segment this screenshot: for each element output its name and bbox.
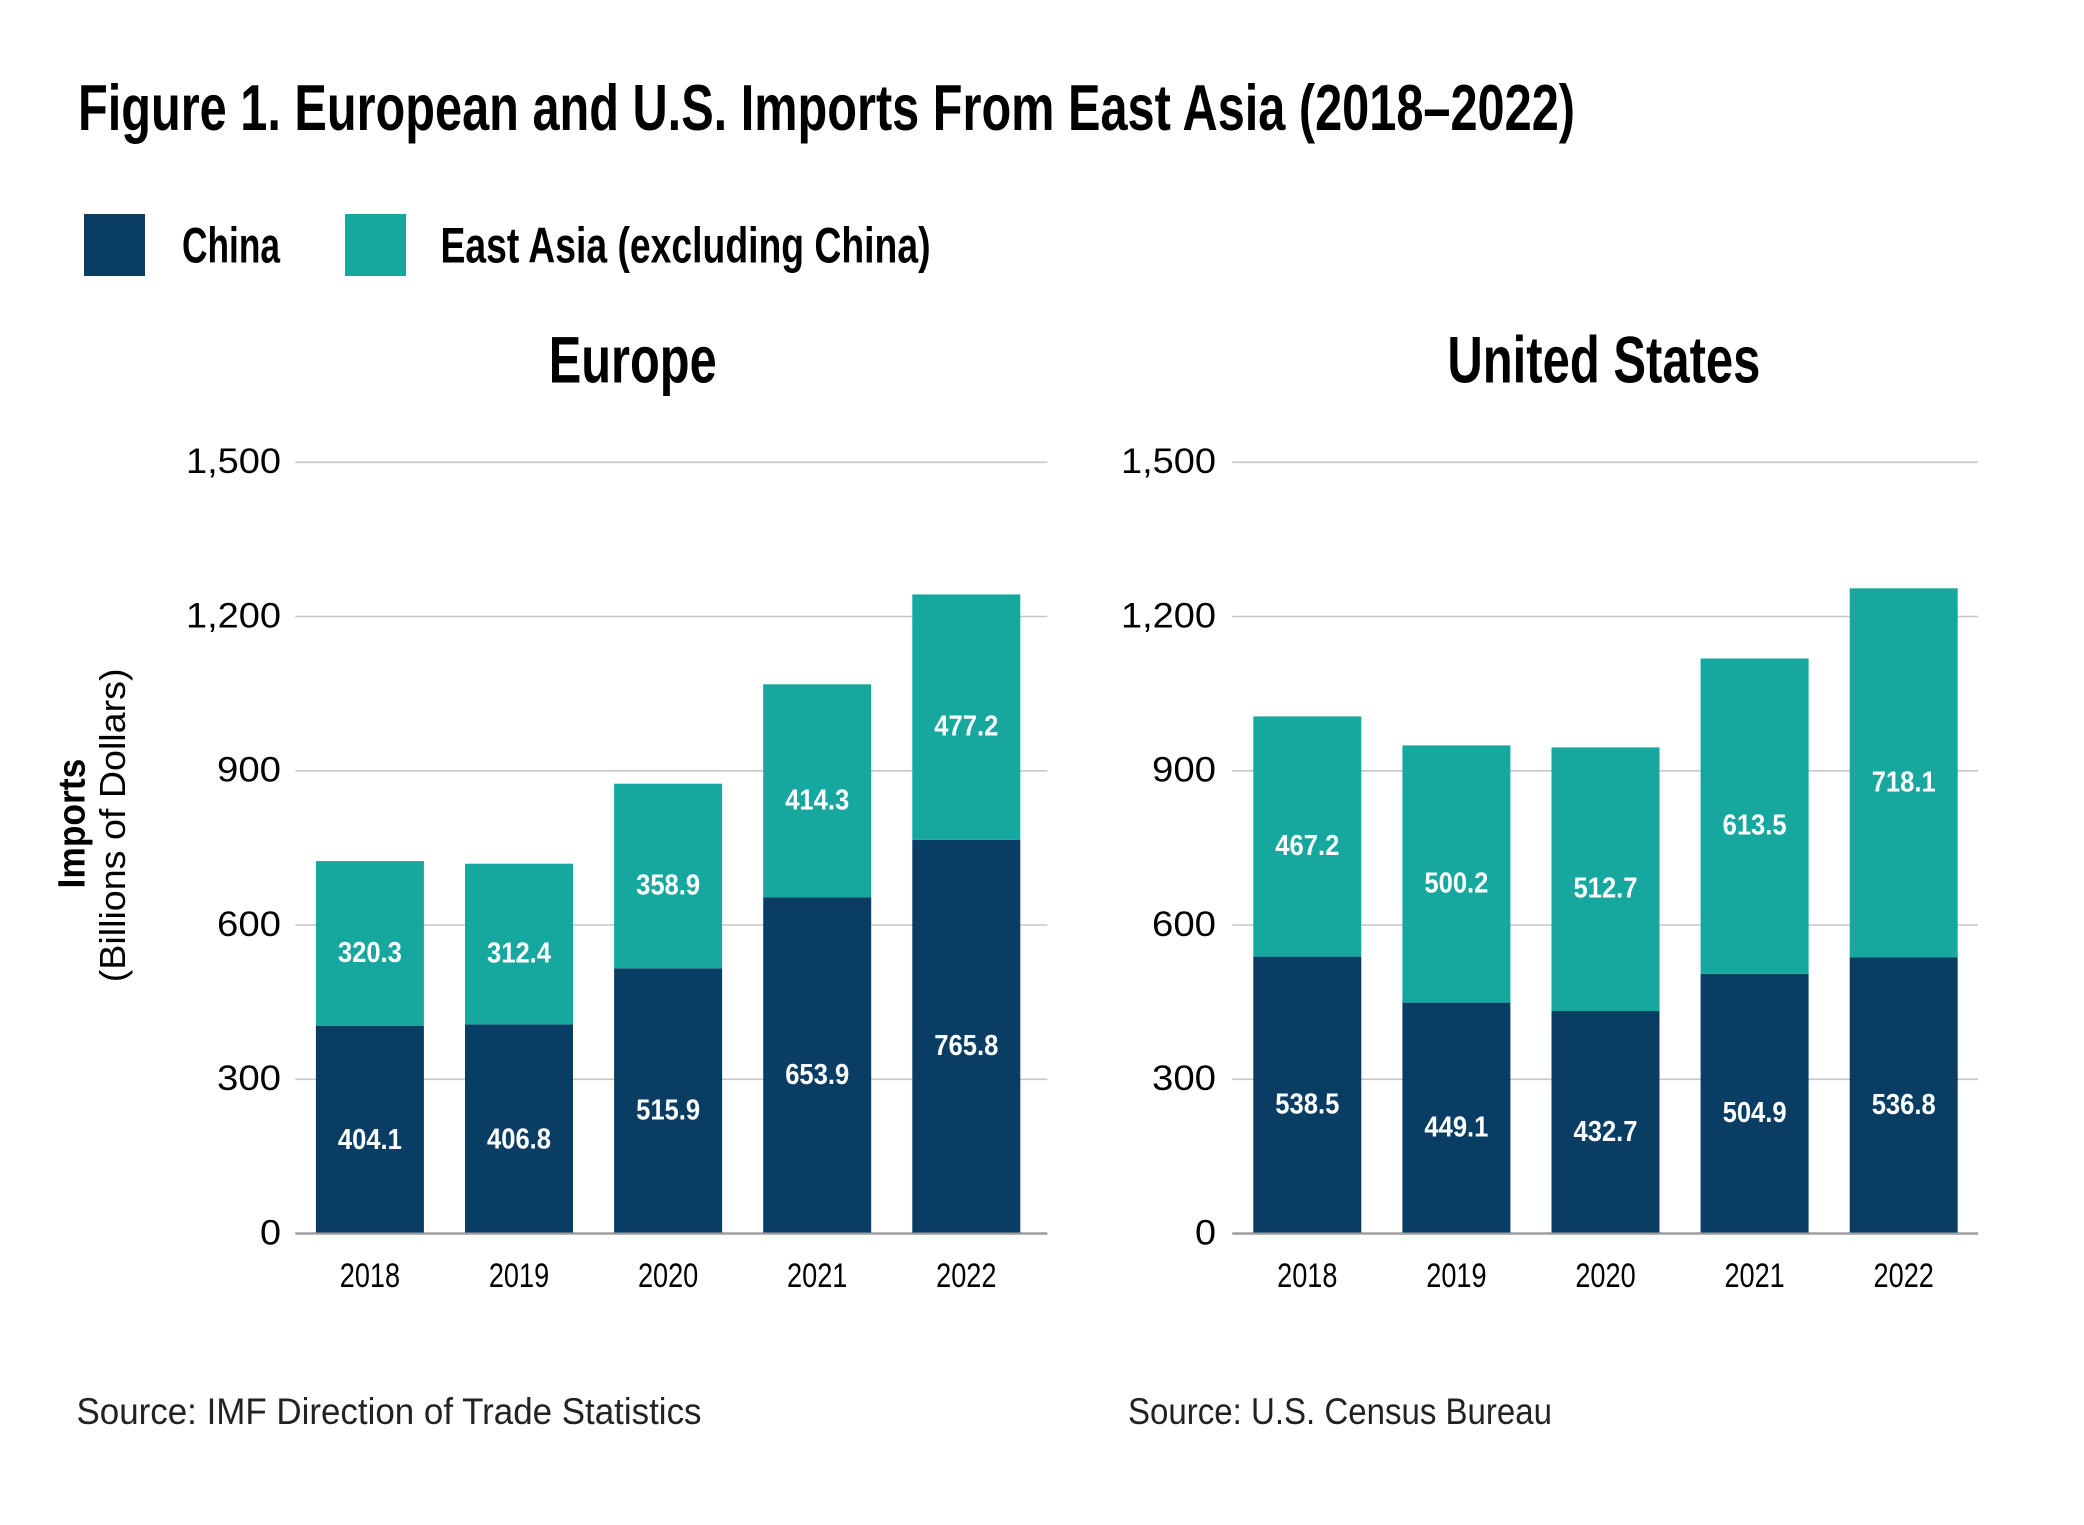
svg-text:(Billions of Dollars): (Billions of Dollars) (92, 669, 133, 983)
svg-text:613.5: 613.5 (1723, 810, 1787, 842)
svg-text:0: 0 (260, 1212, 281, 1252)
svg-text:504.9: 504.9 (1723, 1097, 1787, 1129)
svg-text:320.3: 320.3 (338, 937, 402, 969)
svg-text:653.9: 653.9 (785, 1059, 849, 1091)
svg-text:512.7: 512.7 (1574, 873, 1638, 905)
svg-text:2019: 2019 (1426, 1257, 1486, 1295)
svg-text:0: 0 (1195, 1212, 1216, 1252)
svg-text:467.2: 467.2 (1275, 830, 1339, 862)
svg-text:2020: 2020 (638, 1257, 698, 1295)
svg-text:1,200: 1,200 (186, 595, 281, 635)
svg-text:300: 300 (1152, 1058, 1216, 1098)
svg-text:Figure 1. European and U.S. Im: Figure 1. European and U.S. Imports From… (78, 71, 1575, 144)
svg-text:East Asia (excluding China): East Asia (excluding China) (441, 218, 931, 274)
svg-text:432.7: 432.7 (1574, 1116, 1638, 1148)
svg-text:900: 900 (217, 750, 281, 790)
svg-text:China: China (182, 218, 281, 274)
svg-text:1,500: 1,500 (1121, 441, 1216, 481)
svg-text:1,200: 1,200 (1121, 595, 1216, 635)
svg-text:500.2: 500.2 (1424, 868, 1488, 900)
svg-text:358.9: 358.9 (636, 870, 700, 902)
svg-text:2021: 2021 (1724, 1257, 1784, 1295)
svg-text:2018: 2018 (340, 1257, 400, 1295)
svg-text:404.1: 404.1 (338, 1124, 402, 1156)
svg-text:2020: 2020 (1575, 1257, 1635, 1295)
svg-text:600: 600 (1152, 904, 1216, 944)
svg-text:2021: 2021 (787, 1257, 847, 1295)
svg-text:536.8: 536.8 (1872, 1089, 1936, 1121)
svg-text:538.5: 538.5 (1275, 1089, 1339, 1121)
svg-text:765.8: 765.8 (934, 1030, 998, 1062)
svg-text:United States: United States (1447, 324, 1760, 397)
svg-text:2022: 2022 (1874, 1257, 1934, 1295)
svg-text:1,500: 1,500 (186, 441, 281, 481)
svg-text:900: 900 (1152, 750, 1216, 790)
svg-text:600: 600 (217, 904, 281, 944)
svg-text:414.3: 414.3 (785, 784, 849, 816)
svg-text:300: 300 (217, 1058, 281, 1098)
svg-text:477.2: 477.2 (934, 711, 998, 743)
svg-text:515.9: 515.9 (636, 1094, 700, 1126)
svg-text:2019: 2019 (489, 1257, 549, 1295)
svg-text:718.1: 718.1 (1872, 766, 1936, 798)
svg-text:Source: U.S. Census Bureau: Source: U.S. Census Bureau (1128, 1391, 1552, 1432)
svg-text:2022: 2022 (936, 1257, 996, 1295)
svg-text:406.8: 406.8 (487, 1123, 551, 1155)
svg-text:2018: 2018 (1277, 1257, 1337, 1295)
svg-text:Source: IMF Direction of Trade: Source: IMF Direction of Trade Statistic… (77, 1391, 702, 1432)
svg-text:Imports: Imports (52, 759, 94, 889)
svg-text:449.1: 449.1 (1424, 1112, 1488, 1144)
svg-text:Europe: Europe (549, 324, 717, 397)
svg-text:312.4: 312.4 (487, 938, 551, 970)
